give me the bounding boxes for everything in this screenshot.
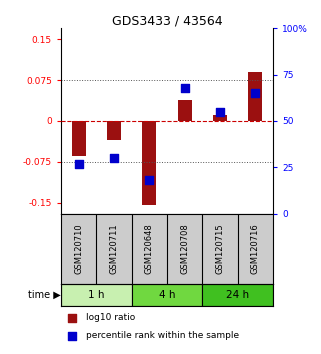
Point — [76, 161, 81, 166]
Bar — [72, 121, 86, 156]
Bar — [202, 284, 273, 306]
Text: GSM120708: GSM120708 — [180, 223, 189, 274]
Text: 4 h: 4 h — [159, 290, 175, 300]
Title: GDS3433 / 43564: GDS3433 / 43564 — [112, 14, 222, 27]
Text: GSM120716: GSM120716 — [251, 223, 260, 274]
Bar — [107, 121, 121, 140]
Text: GSM120715: GSM120715 — [215, 223, 224, 274]
Text: percentile rank within the sample: percentile rank within the sample — [86, 331, 239, 340]
Text: GSM120648: GSM120648 — [145, 223, 154, 274]
Text: log10 ratio: log10 ratio — [86, 313, 136, 322]
Bar — [213, 115, 227, 121]
Point — [217, 109, 222, 114]
Text: 24 h: 24 h — [226, 290, 249, 300]
Bar — [178, 100, 192, 121]
Point — [253, 90, 258, 96]
Bar — [132, 284, 202, 306]
Text: 1 h: 1 h — [88, 290, 105, 300]
Text: GSM120710: GSM120710 — [74, 223, 83, 274]
Point — [69, 333, 74, 338]
Text: GSM120711: GSM120711 — [109, 223, 118, 274]
Point — [147, 177, 152, 183]
Point — [111, 155, 117, 161]
Point — [69, 315, 74, 320]
Point — [182, 85, 187, 90]
Bar — [142, 121, 156, 205]
Bar — [248, 72, 262, 121]
Bar — [61, 284, 132, 306]
Text: time ▶: time ▶ — [28, 290, 61, 300]
